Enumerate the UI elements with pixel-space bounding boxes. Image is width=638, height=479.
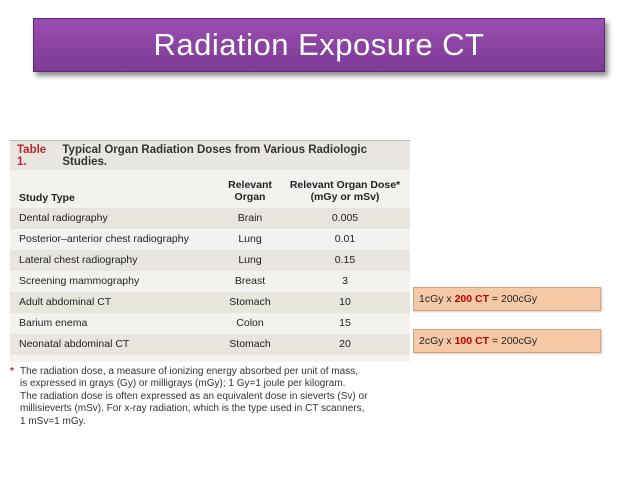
callout-result: = 200cGy [489, 335, 538, 347]
cell-study-type: Barium enema [19, 317, 88, 329]
callout-prefix: 2cGy x [419, 335, 455, 347]
header-dose: Relevant Organ Dose* (mGy or mSv) [285, 179, 405, 203]
header-organ-line1: Relevant [228, 179, 272, 191]
cell-study-type: Posterior–anterior chest radiography [19, 233, 189, 245]
title-banner: Radiation Exposure CT [33, 18, 605, 72]
footnote-star: * [10, 366, 14, 377]
header-organ: Relevant Organ [220, 179, 280, 203]
dose-callout-200ct: 1cGy x 200 CT = 200cGy [413, 287, 601, 311]
cell-dose: 10 [339, 296, 351, 308]
table-row: Screening mammography Breast 3 [10, 271, 410, 292]
header-study-type: Study Type [19, 192, 75, 204]
table-number: Table 1. [17, 143, 47, 168]
dose-callout-100ct: 2cGy x 100 CT = 200cGy [413, 329, 601, 353]
cell-study-type: Screening mammography [19, 275, 140, 287]
callout-ct-count: 100 CT [454, 335, 490, 347]
callout-ct-count: 200 CT [454, 293, 490, 305]
table-row: Barium enema Colon 15 [10, 313, 410, 334]
footnote-text: The radiation dose, a measure of ionizin… [20, 366, 408, 428]
table-row: Posterior–anterior chest radiography Lun… [10, 229, 410, 250]
slide-title: Radiation Exposure CT [153, 27, 485, 62]
cell-organ: Breast [234, 275, 266, 287]
table-caption: Table 1. Typical Organ Radiation Doses f… [10, 140, 410, 170]
cell-study-type: Adult abdominal CT [19, 296, 112, 308]
header-dose-line1: Relevant Organ Dose* [289, 179, 401, 191]
table-caption-text: Typical Organ Radiation Doses from Vario… [62, 143, 367, 168]
callout-prefix: 1cGy x [419, 293, 455, 305]
cell-study-type: Neonatal abdominal CT [19, 338, 130, 350]
header-organ-line2: Organ [234, 191, 266, 203]
header-dose-line2: (mGy or mSv) [310, 191, 380, 203]
footnote-line: is expressed in grays (Gy) or milligrays… [20, 378, 346, 390]
organ-dose-table: Table 1. Typical Organ Radiation Doses f… [10, 140, 410, 432]
cell-organ: Stomach [229, 296, 271, 308]
cell-dose: 0.01 [334, 233, 356, 245]
cell-study-type: Dental radiography [19, 212, 108, 224]
cell-dose: 0.15 [334, 254, 356, 266]
table-body: Study Type Relevant Organ Relevant Organ… [10, 170, 410, 362]
cell-study-type: Lateral chest radiography [19, 254, 138, 266]
table-header: Study Type Relevant Organ Relevant Organ… [10, 170, 410, 208]
callout-result: = 200cGy [489, 293, 538, 305]
cell-organ: Lung [238, 254, 262, 266]
footnote-line: The radiation dose is often expressed as… [20, 390, 368, 402]
cell-organ: Colon [236, 317, 264, 329]
footnote-line: The radiation dose, a measure of ionizin… [20, 366, 358, 377]
cell-dose: 20 [339, 338, 351, 350]
cell-organ: Stomach [229, 338, 271, 350]
table-row: Dental radiography Brain 0.005 [10, 208, 410, 229]
cell-dose: 0.005 [331, 212, 359, 224]
table-row: Lateral chest radiography Lung 0.15 [10, 250, 410, 271]
cell-organ: Brain [237, 212, 263, 224]
table-row: Adult abdominal CT Stomach 10 [10, 292, 410, 313]
cell-organ: Lung [238, 233, 262, 245]
cell-dose: 3 [342, 275, 348, 287]
cell-dose: 15 [339, 317, 351, 329]
footnote-line: 1 mSv=1 mGy. [20, 415, 86, 427]
table-row: Neonatal abdominal CT Stomach 20 [10, 334, 410, 355]
footnote-line: millisieverts (mSv). For x-ray radiation… [20, 403, 365, 415]
